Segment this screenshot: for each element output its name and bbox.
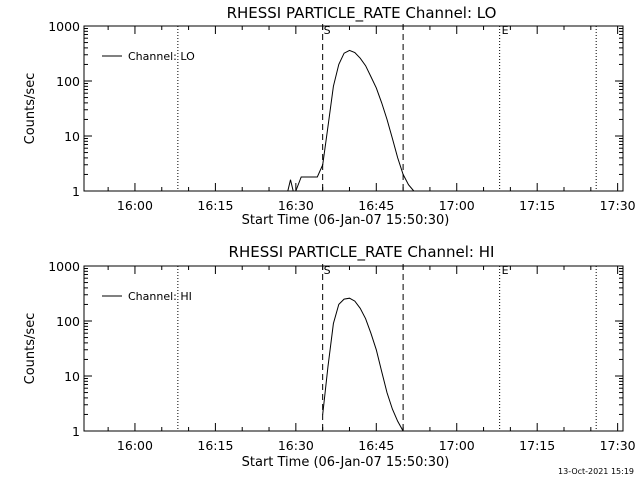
start-marker-label: S [324,264,331,277]
x-tick-label: 16:00 [117,198,153,213]
y-tick-label: 100 [56,74,80,89]
end-marker-label: E [502,264,509,277]
x-tick-label: 16:45 [358,438,394,453]
legend-label: Channel: LO [128,50,195,63]
y-tick-label: 1 [72,184,80,199]
y-tick-label: 100 [56,314,80,329]
series-line-0-0 [287,49,415,192]
plot-frame-0 [83,25,624,192]
end-marker-label: E [502,24,509,37]
x-tick-label: 17:00 [439,198,475,213]
y-tick-label: 10 [64,369,80,384]
x-tick-label: 17:30 [600,438,636,453]
x-tick-label: 16:30 [278,198,314,213]
x-tick-label: 16:15 [197,198,233,213]
y-tick-label: 1000 [48,259,80,274]
start-marker-label: S [324,24,331,37]
x-axis-label-0: Start Time (06-Jan-07 15:50:30) [242,213,450,228]
y-tick-label: 10 [64,129,80,144]
x-tick-label: 16:45 [358,198,394,213]
y-axis-label-0: Counts/sec [23,73,38,145]
series-line-1-0 [322,297,404,432]
x-tick-label: 16:00 [117,438,153,453]
x-tick-label: 17:15 [519,438,555,453]
x-tick-label: 17:15 [519,198,555,213]
y-tick-label: 1 [72,424,80,439]
y-axis-label-1: Counts/sec [23,313,38,385]
chart-title-1: RHESSI PARTICLE_RATE Channel: HI [229,243,495,262]
x-tick-label: 16:30 [278,438,314,453]
x-tick-label: 16:15 [197,438,233,453]
plot-frame-1 [83,265,624,432]
x-tick-label: 17:30 [600,198,636,213]
chart-title-0: RHESSI PARTICLE_RATE Channel: LO [227,4,497,23]
x-axis-label-1: Start Time (06-Jan-07 15:50:30) [242,455,450,470]
y-tick-label: 1000 [48,19,80,34]
legend-label: Channel: HI [128,290,192,303]
timestamp: 13-Oct-2021 15:19 [558,467,634,476]
x-tick-label: 17:00 [439,438,475,453]
